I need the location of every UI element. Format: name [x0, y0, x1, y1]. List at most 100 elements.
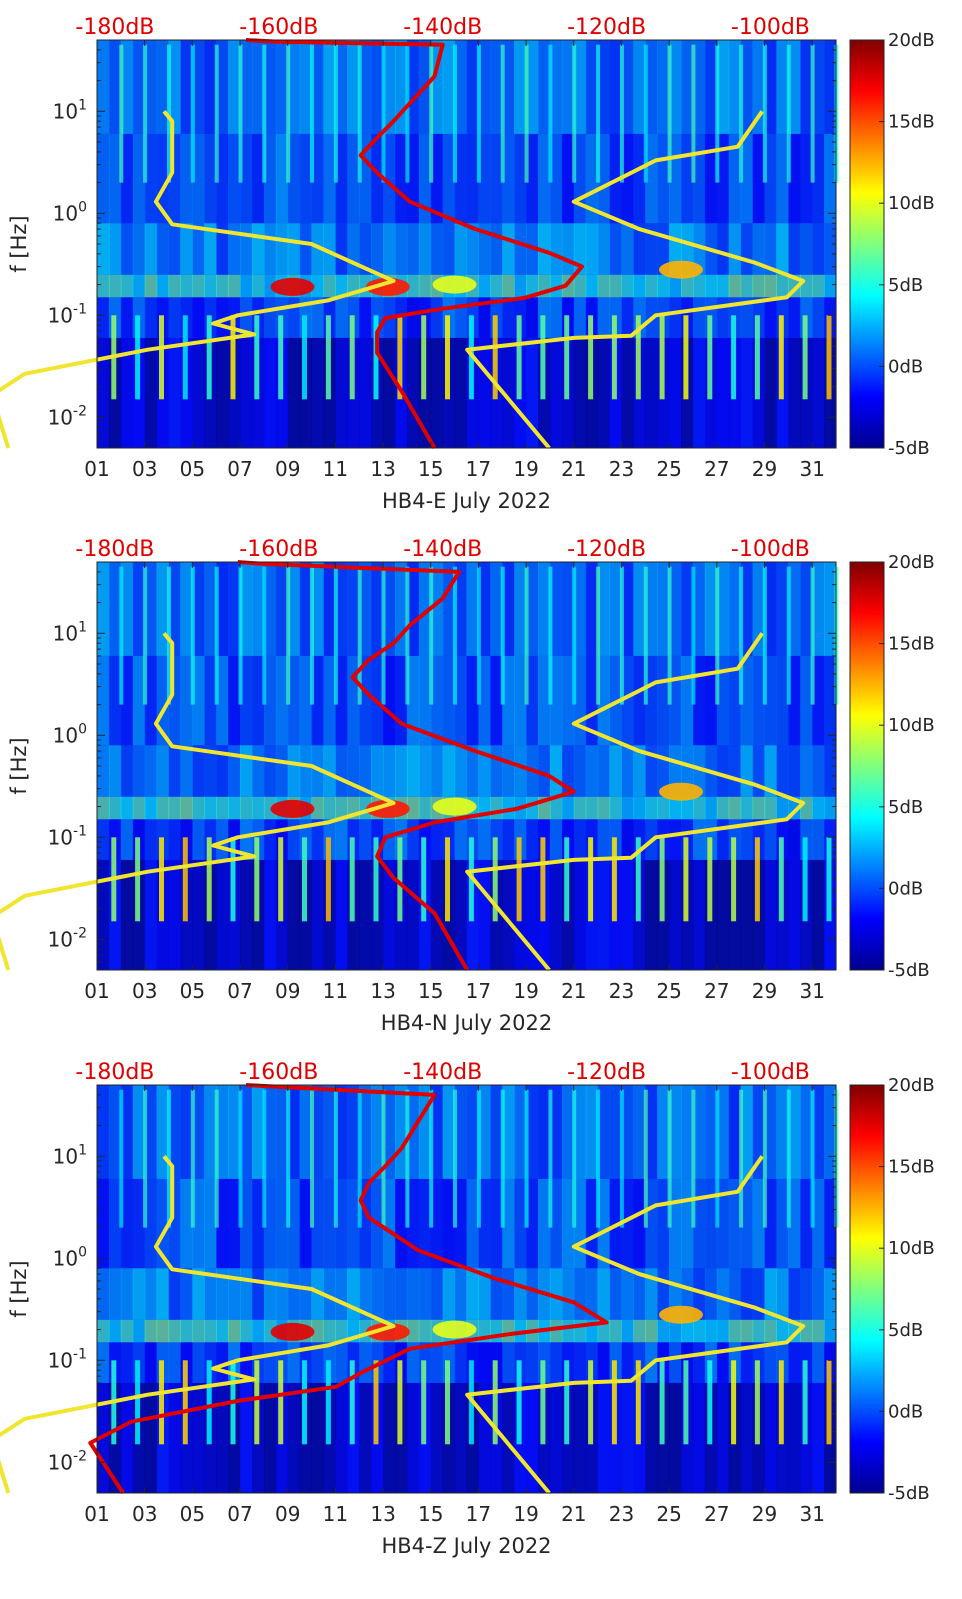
spectrogram-cell	[633, 1319, 646, 1343]
spectrogram-cell	[514, 223, 527, 275]
spectrogram-cell	[204, 562, 217, 656]
spectrogram-cell	[430, 133, 444, 224]
spectrogram-cell	[144, 223, 158, 275]
spectrogram-cell	[526, 1342, 539, 1383]
spectrogram-cell	[228, 1085, 241, 1179]
spectrogram-cell	[478, 337, 491, 448]
spectrogram-cell	[430, 223, 444, 275]
spectrogram-streak	[429, 566, 434, 705]
spectrogram-cell	[430, 337, 444, 448]
spectrogram-cell	[132, 133, 146, 224]
spectrogram-streak	[715, 44, 720, 183]
spectrogram-cell	[716, 1178, 730, 1269]
spectrogram-cell	[788, 337, 801, 448]
spectrogram-cell	[323, 796, 336, 820]
spectrogram-cell	[538, 745, 551, 797]
spectrogram-cell	[549, 796, 563, 820]
spectrogram-cell	[335, 745, 348, 797]
spectrogram-cell	[299, 223, 313, 275]
spectrogram-cell	[406, 223, 420, 275]
spectrogram-cell	[263, 133, 277, 224]
spectrogram-streak	[826, 837, 832, 922]
spectrogram-cell	[526, 133, 539, 224]
spectrogram-cell	[192, 1319, 205, 1343]
colorbar-tick-label: 5dB	[888, 1320, 923, 1341]
spectrogram-cell	[538, 1178, 551, 1269]
spectrogram-cell	[204, 1085, 217, 1179]
spectrogram-cell	[192, 1085, 205, 1179]
spectrogram-cell	[287, 562, 301, 656]
spectrogram-cell	[263, 1382, 277, 1493]
colorbar-tick-label: -5dB	[888, 438, 930, 459]
series-line-low-noise-model	[0, 110, 396, 449]
spectrogram-cell	[728, 133, 742, 224]
spectrogram-cell	[609, 223, 622, 275]
spectrogram-cell	[776, 562, 789, 656]
spectrogram-cell	[728, 1268, 742, 1320]
spectrogram-cell	[442, 745, 456, 797]
spectrogram-cell	[156, 745, 170, 797]
spectrogram-cell	[776, 40, 789, 134]
spectrogram-cell	[335, 133, 348, 224]
spectrogram-cell	[466, 745, 479, 797]
spectrogram-cell	[478, 133, 491, 224]
spectrogram-cell	[311, 819, 324, 860]
spectrogram-cell	[573, 40, 587, 134]
spectrogram-cell	[526, 274, 539, 298]
spectrogram-streak	[778, 315, 784, 400]
spectrogram-cell	[335, 1268, 348, 1320]
spectrogram-streak	[516, 1360, 522, 1445]
spectrogram-streak	[778, 837, 784, 922]
spectrogram-cell	[621, 274, 634, 298]
spectrogram-cell	[287, 1382, 301, 1493]
spectrogram-cell	[216, 337, 229, 448]
spectrogram-cell	[204, 1268, 217, 1320]
spectrogram-cell	[502, 1178, 515, 1269]
spectrogram-cell	[180, 223, 193, 275]
spectrogram-cell	[192, 40, 205, 134]
spectrogram-cell	[406, 40, 420, 134]
spectrogram-cell	[406, 337, 420, 448]
spectrogram-streak	[357, 44, 362, 183]
spectrogram-cell	[478, 274, 491, 298]
spectrogram-streak	[762, 44, 767, 183]
spectrogram-cell	[311, 1085, 324, 1179]
spectrogram-cell	[693, 796, 706, 820]
spectrogram-cell	[621, 1268, 634, 1320]
spectrogram-cell	[502, 297, 515, 338]
x-tick-label: 03	[132, 1502, 157, 1526]
spectrogram-cell	[335, 655, 348, 746]
spectrogram-cell	[740, 1268, 754, 1320]
spectrogram-cell	[740, 1342, 754, 1383]
colorbar-tick-label: 15dB	[888, 634, 935, 655]
top-tick-label: -140dB	[403, 1060, 482, 1085]
spectrogram-cell	[633, 745, 646, 797]
spectrogram-streak	[262, 566, 267, 705]
spectrogram-cell	[418, 796, 432, 820]
spectrogram-cell	[573, 1382, 587, 1493]
spectrogram-cell	[502, 1382, 515, 1493]
spectrogram-cell	[800, 1085, 813, 1179]
spectrogram-streak	[167, 566, 171, 705]
spectrogram-cell	[466, 1085, 479, 1179]
spectrogram-cell	[240, 1319, 253, 1343]
spectrogram-cell	[800, 223, 813, 275]
spectrogram-cell	[168, 819, 181, 860]
spectrogram-cell	[800, 1268, 813, 1320]
spectrogram-cell	[561, 562, 575, 656]
series-line-low-noise-model	[0, 632, 396, 971]
x-tick-label: 07	[227, 979, 252, 1003]
spectrogram-cell	[490, 133, 503, 224]
spectrogram-cell	[275, 223, 289, 275]
colorbar-tick-label: 5dB	[888, 275, 923, 296]
spectrogram-cell	[132, 40, 146, 134]
spectrogram-cell	[383, 40, 396, 134]
spectrogram-streak	[302, 315, 307, 400]
spectrogram-cell	[97, 1178, 110, 1269]
spectrogram-cell	[740, 297, 754, 338]
spectrogram-streak	[453, 566, 457, 705]
spectrogram-cell	[740, 1178, 754, 1269]
spectrogram-streak	[643, 566, 648, 705]
spectrogram-cell	[240, 1342, 253, 1383]
